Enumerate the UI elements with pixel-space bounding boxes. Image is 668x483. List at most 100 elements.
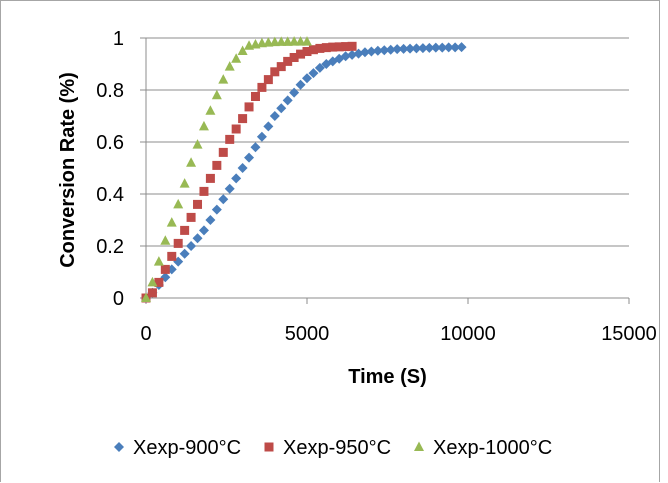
data-point xyxy=(283,56,293,66)
data-point xyxy=(456,42,467,53)
data-point xyxy=(173,198,184,209)
data-point xyxy=(244,152,255,163)
legend-marker xyxy=(414,441,424,451)
data-point xyxy=(269,36,280,47)
x-axis-title: Time (S) xyxy=(348,366,427,388)
data-point xyxy=(372,45,383,56)
data-point xyxy=(276,103,287,114)
data-point xyxy=(238,114,248,124)
data-point xyxy=(218,74,229,84)
data-point xyxy=(256,131,267,142)
data-point xyxy=(321,43,331,53)
data-point xyxy=(347,49,358,60)
data-point xyxy=(334,42,344,52)
x-tick-labels: 0 5000 10000 15000 xyxy=(140,298,657,345)
data-point xyxy=(411,43,422,54)
data-point xyxy=(160,235,171,245)
data-point xyxy=(224,183,235,194)
data-point xyxy=(270,67,280,77)
data-point xyxy=(186,212,196,222)
data-point xyxy=(179,248,190,259)
y-tick-label: 0 xyxy=(113,288,124,310)
data-point xyxy=(405,43,416,54)
series-2 xyxy=(141,41,357,303)
data-point xyxy=(198,225,209,236)
data-point xyxy=(205,215,216,225)
data-point xyxy=(218,147,228,157)
data-point xyxy=(153,256,164,266)
x-tick-label: 5000 xyxy=(285,323,330,345)
data-point xyxy=(263,121,274,132)
data-point xyxy=(192,139,203,149)
data-point xyxy=(224,61,235,71)
series-3 xyxy=(141,36,312,302)
data-point xyxy=(205,105,216,115)
data-point xyxy=(296,49,306,59)
y-tick-label: 0.2 xyxy=(96,236,124,258)
legend-item: Xexp-900°C xyxy=(114,437,241,459)
data-point xyxy=(417,43,428,54)
data-point xyxy=(302,47,312,57)
legend: Xexp-900°C Xexp-950°C Xexp-1000°C xyxy=(114,437,552,459)
y-tick-labels: 0 0.2 0.4 0.6 0.8 1 xyxy=(96,28,124,310)
data-point xyxy=(450,42,461,53)
y-tick-label: 0.6 xyxy=(96,132,124,154)
data-point xyxy=(276,62,286,72)
data-point xyxy=(315,43,325,53)
data-point xyxy=(392,44,403,55)
data-point xyxy=(289,36,300,46)
series-1 xyxy=(141,42,467,303)
x-tick-label: 10000 xyxy=(440,323,496,345)
data-point xyxy=(295,79,306,90)
data-point xyxy=(166,217,177,227)
data-point xyxy=(173,238,183,248)
data-point xyxy=(147,288,157,298)
data-point xyxy=(205,173,215,183)
data-point xyxy=(237,45,248,55)
data-point xyxy=(199,186,209,196)
legend-item: Xexp-1000°C xyxy=(414,437,552,459)
data-point xyxy=(276,36,287,46)
data-point xyxy=(231,53,242,63)
data-point xyxy=(212,160,222,170)
legend-label: Xexp-950°C xyxy=(283,437,391,459)
data-point xyxy=(198,120,209,131)
data-point xyxy=(257,82,267,92)
x-tick-label: 0 xyxy=(140,323,151,345)
data-point xyxy=(379,45,390,56)
data-point xyxy=(314,62,325,73)
data-point xyxy=(211,89,222,100)
data-point xyxy=(225,134,235,144)
data-point xyxy=(167,251,177,261)
data-point xyxy=(179,178,190,188)
data-point xyxy=(263,75,273,85)
y-tick-label: 0.4 xyxy=(96,184,124,206)
data-point xyxy=(398,43,409,54)
y-axis-title: Conversion Rate (%) xyxy=(57,72,79,268)
data-point xyxy=(359,47,370,58)
data-point xyxy=(237,163,248,173)
data-point xyxy=(424,42,435,53)
data-point xyxy=(443,42,454,53)
legend-item: Xexp-950°C xyxy=(264,437,391,459)
data-point xyxy=(347,41,357,51)
data-point xyxy=(302,73,312,84)
data-point xyxy=(160,264,170,274)
data-point xyxy=(192,233,203,244)
data-point xyxy=(282,95,293,106)
data-point xyxy=(295,36,306,46)
data-point xyxy=(366,46,377,57)
data-point xyxy=(231,173,242,184)
data-point xyxy=(353,48,364,59)
legend-label: Xexp-900°C xyxy=(133,437,241,459)
y-tick-label: 0.8 xyxy=(96,80,124,102)
data-point xyxy=(282,36,293,46)
data-point xyxy=(231,124,241,134)
data-point xyxy=(308,68,319,79)
data-point xyxy=(328,42,338,52)
data-point xyxy=(340,51,351,62)
data-point xyxy=(250,92,260,101)
data-point xyxy=(437,42,448,53)
